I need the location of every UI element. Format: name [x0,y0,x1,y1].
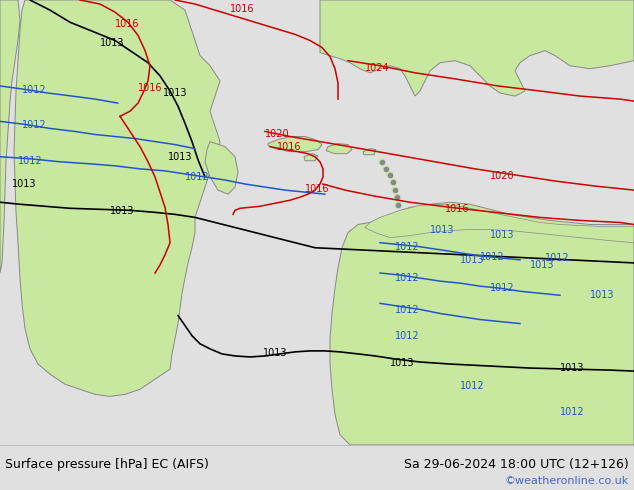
Polygon shape [0,0,20,273]
Text: 1012: 1012 [395,242,420,252]
Text: 1012: 1012 [480,252,505,262]
Polygon shape [363,148,376,155]
Text: 1020: 1020 [490,171,515,181]
Text: 1016: 1016 [445,204,470,214]
Text: 1013: 1013 [590,290,614,300]
Text: 1012: 1012 [560,407,585,416]
Circle shape [392,187,398,193]
Polygon shape [268,137,322,152]
Text: 1012: 1012 [18,156,42,166]
Circle shape [379,159,385,165]
Text: 1012: 1012 [185,172,210,182]
Text: 1012: 1012 [545,253,569,263]
Text: 1013: 1013 [390,358,415,368]
Text: 1012: 1012 [490,283,515,293]
Polygon shape [330,202,634,445]
Text: 1013: 1013 [490,230,515,240]
Text: 1012: 1012 [395,331,420,341]
Text: 1016: 1016 [138,83,162,93]
Text: 1012: 1012 [22,121,47,130]
Text: Sa 29-06-2024 18:00 UTC (12+126): Sa 29-06-2024 18:00 UTC (12+126) [404,458,629,471]
Text: Surface pressure [hPa] EC (AIFS): Surface pressure [hPa] EC (AIFS) [5,458,209,471]
Circle shape [387,172,393,178]
Text: 1012: 1012 [460,381,484,392]
Text: 1013: 1013 [430,224,455,235]
Text: 1013: 1013 [12,179,37,189]
Polygon shape [326,144,352,154]
Text: 1013: 1013 [530,260,555,270]
Text: 1013: 1013 [100,38,124,48]
Text: ©weatheronline.co.uk: ©weatheronline.co.uk [505,476,629,486]
Text: 1012: 1012 [395,305,420,316]
Text: 1012: 1012 [22,85,47,95]
Text: 1013: 1013 [110,206,134,217]
Text: 1013: 1013 [163,88,188,98]
Text: 1016: 1016 [230,4,254,14]
Circle shape [382,223,387,228]
Polygon shape [205,142,238,194]
Circle shape [398,226,403,231]
Text: 1024: 1024 [365,63,390,73]
Polygon shape [304,154,318,161]
Text: 1013: 1013 [460,255,484,265]
Circle shape [394,194,400,200]
Text: 1013: 1013 [263,348,287,358]
Polygon shape [365,204,634,243]
Circle shape [389,225,394,230]
Polygon shape [14,0,220,396]
Circle shape [395,202,401,208]
Circle shape [383,166,389,172]
Text: 1016: 1016 [115,19,139,29]
Text: 1016: 1016 [305,184,330,194]
Text: 1012: 1012 [395,273,420,283]
Text: 1020: 1020 [265,128,290,139]
Text: 1013: 1013 [168,152,193,162]
Circle shape [390,179,396,185]
Text: 1016: 1016 [277,142,302,151]
Text: 1013: 1013 [560,363,585,373]
Polygon shape [320,0,634,96]
